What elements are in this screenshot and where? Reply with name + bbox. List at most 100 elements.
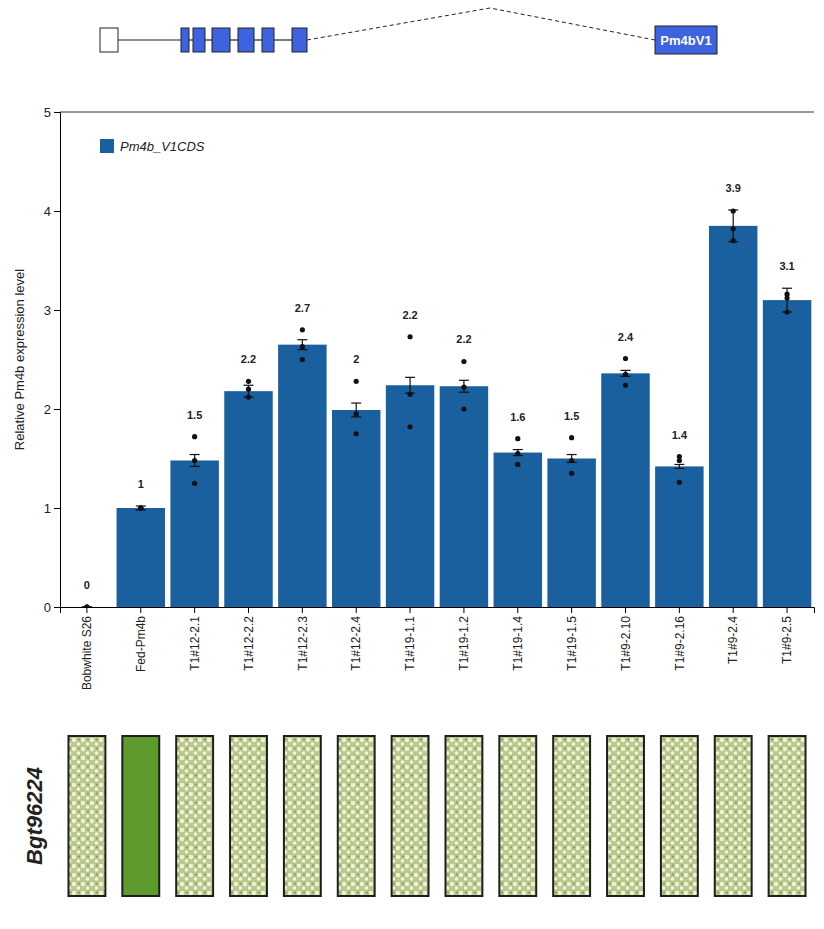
x-tick: T1#9-2.16 bbox=[673, 607, 687, 671]
replicate-point bbox=[138, 505, 143, 510]
plot-marks bbox=[82, 208, 811, 607]
error-bar bbox=[405, 377, 415, 393]
leaf-background bbox=[175, 735, 214, 897]
data-label: 2.2 bbox=[241, 353, 256, 365]
error-bar bbox=[190, 455, 200, 467]
leaf-image bbox=[123, 737, 158, 895]
leaf-background bbox=[714, 735, 753, 897]
intron-line bbox=[274, 39, 292, 40]
bar bbox=[440, 386, 488, 607]
error-bar bbox=[351, 403, 361, 417]
x-tick-label: T1#19-1.4 bbox=[511, 616, 525, 671]
replicate-point bbox=[138, 505, 143, 510]
leaf-background bbox=[606, 735, 645, 897]
replicate-point bbox=[407, 392, 412, 397]
y-axis-title: Relative Pm4b expression level bbox=[12, 269, 27, 450]
data-label: 2.7 bbox=[295, 302, 310, 314]
intron-line bbox=[205, 39, 212, 40]
x-tick: T1#9-2.10 bbox=[619, 607, 633, 671]
x-tick-mark bbox=[571, 607, 572, 613]
replicate-point bbox=[407, 424, 412, 429]
data-label: 2 bbox=[353, 353, 359, 365]
replicate-point bbox=[84, 604, 89, 607]
x-tick-label: T1#12-2.3 bbox=[296, 616, 310, 671]
leaf-background bbox=[552, 735, 591, 897]
y-tick: 0 bbox=[44, 600, 60, 615]
x-tick-mark bbox=[679, 607, 680, 613]
leaf-image bbox=[231, 737, 266, 895]
x-tick-mark bbox=[410, 607, 411, 613]
x-tick-mark bbox=[194, 607, 195, 613]
leaf-image bbox=[69, 737, 104, 895]
error-bar-cap bbox=[459, 380, 469, 381]
bar bbox=[547, 459, 595, 608]
y-tick-label: 2 bbox=[44, 402, 51, 417]
legend: Pm4b_V1CDS bbox=[100, 139, 205, 154]
error-bar bbox=[621, 370, 631, 376]
leaf-background bbox=[67, 735, 106, 897]
replicate-point bbox=[677, 458, 682, 463]
data-label: 2.2 bbox=[456, 333, 471, 345]
error-bar bbox=[297, 340, 307, 350]
exon-box bbox=[181, 28, 189, 52]
leaf-strip bbox=[67, 735, 806, 897]
intron-line bbox=[189, 39, 193, 40]
error-bar bbox=[567, 455, 577, 463]
legend-label: Pm4b_V1CDS bbox=[120, 139, 205, 154]
leaf-background bbox=[444, 735, 483, 897]
error-bar-stem bbox=[733, 210, 734, 242]
x-tick-label: T1#12-2.1 bbox=[188, 616, 202, 671]
exon-box bbox=[655, 26, 717, 54]
error-bar-cap bbox=[351, 402, 361, 403]
error-bar bbox=[782, 288, 792, 312]
leaf-image bbox=[608, 737, 643, 895]
data-label: 0 bbox=[84, 579, 90, 591]
x-tick-label: T1#12-2.4 bbox=[349, 616, 363, 671]
replicate-point bbox=[731, 238, 736, 243]
replicate-point bbox=[731, 226, 736, 231]
y-tick-label: 1 bbox=[44, 501, 51, 516]
leaf-image bbox=[177, 737, 212, 895]
leaf-image bbox=[393, 737, 428, 895]
x-tick-mark bbox=[787, 607, 788, 613]
error-bar bbox=[136, 506, 146, 510]
replicate-point bbox=[192, 434, 197, 439]
bar bbox=[709, 226, 757, 607]
data-label: 3.9 bbox=[726, 182, 741, 194]
data-labels: 011.52.22.722.22.21.61.52.41.43.93.1 bbox=[84, 182, 795, 591]
y-axis: 0 1 2 3 4 5 bbox=[44, 105, 61, 615]
leaf-background bbox=[121, 735, 160, 897]
data-label: 2.2 bbox=[402, 309, 417, 321]
x-tick-label: Fed-Pm4b bbox=[134, 616, 148, 672]
x-tick-mark bbox=[302, 607, 303, 613]
replicate-point bbox=[784, 296, 789, 301]
y-axis-line bbox=[54, 113, 61, 608]
replicate-point bbox=[569, 471, 574, 476]
leaf-background bbox=[498, 735, 537, 897]
x-tick-mark bbox=[517, 607, 518, 613]
error-bar-cap bbox=[244, 385, 254, 386]
replicate-point bbox=[731, 208, 736, 213]
y-tick-label: 5 bbox=[44, 105, 51, 120]
bar bbox=[494, 453, 542, 607]
y-tick: 3 bbox=[44, 303, 60, 318]
exon-box bbox=[193, 28, 205, 52]
x-tick: T1#19-1.2 bbox=[457, 607, 471, 671]
y-tick: 1 bbox=[44, 501, 60, 516]
y-tick-mark bbox=[54, 211, 60, 212]
leaf-background bbox=[337, 735, 376, 897]
bar bbox=[224, 391, 272, 607]
x-tick-mark bbox=[733, 607, 734, 613]
x-tick: T1#12-2.4 bbox=[349, 607, 363, 671]
error-bar-cap bbox=[190, 466, 200, 467]
error-bar-cap bbox=[513, 449, 523, 450]
exon-box bbox=[262, 28, 274, 52]
error-bar bbox=[513, 450, 523, 456]
error-bar-cap bbox=[459, 392, 469, 393]
error-bar bbox=[459, 380, 469, 392]
y-tick: 4 bbox=[44, 204, 60, 219]
leaf-background bbox=[660, 735, 699, 897]
bar bbox=[170, 460, 218, 607]
y-tick-mark bbox=[54, 112, 60, 113]
x-tick-label: Bobwhite S26 bbox=[80, 616, 94, 690]
